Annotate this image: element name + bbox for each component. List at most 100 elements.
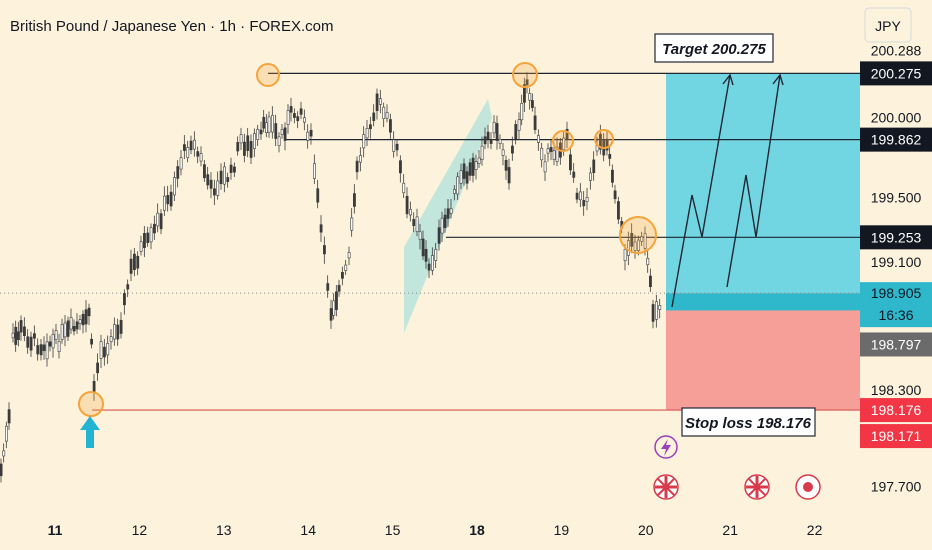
candle-body: [23, 326, 26, 337]
candle-body: [259, 129, 263, 135]
candle-body: [525, 79, 529, 86]
candle-body: [69, 317, 73, 330]
price-label-text: 198.905: [871, 285, 922, 301]
candle-body: [572, 171, 576, 178]
target-zone: [666, 73, 860, 294]
candle-body: [392, 139, 396, 152]
candle-body: [176, 166, 180, 179]
candle-body: [474, 161, 478, 170]
candle-body: [39, 344, 43, 356]
swing-point-circle: [619, 216, 657, 254]
candle-body: [552, 150, 556, 160]
candle-body: [99, 341, 103, 359]
candle-body: [243, 141, 246, 156]
candle-body: [14, 326, 18, 345]
candle-body: [599, 133, 602, 150]
candle-body: [126, 284, 130, 290]
candle-body: [569, 154, 572, 171]
candle-body: [229, 164, 233, 173]
candle-body: [658, 305, 662, 310]
candle-body: [605, 138, 609, 151]
candle-body: [92, 381, 96, 392]
candle-body: [136, 255, 140, 269]
candle-body: [415, 216, 419, 232]
candle-body: [51, 334, 55, 349]
candle-body: [196, 151, 200, 157]
candle-body: [78, 319, 82, 324]
candle-body: [359, 155, 362, 163]
currency-label: JPY: [875, 18, 901, 34]
candle-body: [109, 336, 113, 342]
candle-body: [265, 122, 268, 133]
swing-circles: [78, 62, 657, 417]
candle-body: [613, 190, 617, 200]
candle-body: [418, 231, 422, 240]
candle-body: [48, 341, 52, 347]
candle-body: [379, 98, 382, 105]
candle-body: [289, 106, 293, 113]
x-tick-label: 22: [807, 522, 823, 538]
candle-body: [611, 169, 614, 183]
candle-body: [36, 345, 40, 355]
candle-body: [389, 119, 392, 133]
candle-body: [350, 217, 354, 231]
candle-body: [159, 213, 163, 230]
candle-body: [437, 227, 441, 244]
candle-body: [239, 134, 243, 144]
candle-body: [504, 159, 508, 171]
candle-body: [213, 188, 216, 196]
candle-body: [405, 195, 409, 215]
candle-body: [271, 115, 274, 133]
candle-body: [427, 263, 431, 271]
candle-body: [133, 253, 136, 270]
candle-body: [546, 148, 550, 154]
candle-body: [533, 115, 537, 130]
candle-body: [306, 131, 310, 141]
candle-body: [29, 336, 33, 351]
candle-body: [431, 255, 434, 271]
candle-body: [129, 258, 133, 274]
candle-body: [116, 324, 120, 340]
candle-body: [209, 179, 213, 189]
candle-body: [313, 163, 316, 179]
candle-body: [382, 106, 386, 119]
chart-title: British Pound / Japanese Yen · 1h · FORE…: [10, 18, 334, 35]
candle-body: [492, 121, 496, 134]
candle-body: [412, 219, 416, 227]
candle-body: [540, 147, 544, 161]
candle-body: [459, 170, 463, 184]
candle-body: [246, 135, 250, 151]
candle-body: [344, 264, 348, 271]
uk-flag-icon[interactable]: [744, 474, 770, 500]
candle-body: [498, 138, 502, 144]
candle-body: [477, 157, 481, 164]
candle-body: [511, 145, 514, 154]
candle-body: [575, 192, 579, 200]
swing-point-circle: [78, 391, 104, 417]
candle-body: [565, 128, 569, 140]
record-icon[interactable]: [795, 474, 821, 500]
candle-body: [643, 233, 647, 249]
candle-body: [528, 93, 532, 101]
candle-body: [582, 200, 586, 207]
candle-body: [323, 245, 326, 255]
y-axis: 200.000 199.500 199.100 198.300 197.700: [871, 110, 922, 495]
stop-annotation: Stop loss 198.176: [681, 407, 816, 437]
currency-button[interactable]: JPY: [864, 7, 912, 43]
candle-body: [45, 341, 49, 360]
candle-body: [523, 84, 526, 103]
candle-body: [402, 182, 406, 194]
candle-body: [249, 141, 253, 158]
candle-body: [7, 409, 11, 424]
lightning-icon[interactable]: [654, 435, 678, 459]
candle-body: [274, 123, 278, 139]
candle-body: [283, 127, 287, 141]
candles: [0, 72, 784, 483]
candle-body: [589, 172, 592, 181]
price-label: 198.797: [860, 332, 932, 357]
y-tick-label: 197.700: [871, 478, 922, 494]
uk-flag-icon[interactable]: [653, 474, 679, 500]
y-tick-label: 200.000: [871, 110, 922, 126]
projection-path-1: [671, 74, 731, 308]
